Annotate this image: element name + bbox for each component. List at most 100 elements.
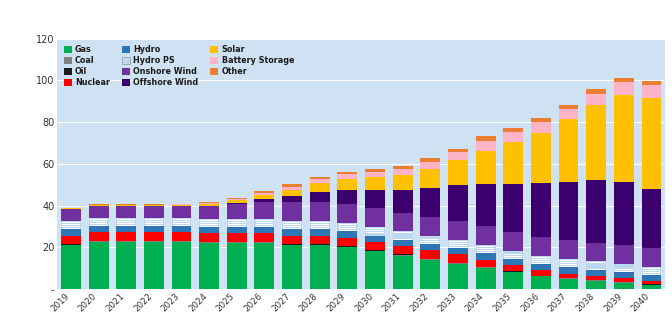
Bar [61, 236, 81, 244]
Bar [116, 205, 136, 206]
Bar [558, 278, 579, 279]
Bar [503, 132, 523, 142]
Bar [61, 209, 81, 221]
Bar [144, 218, 164, 226]
Bar [227, 200, 247, 203]
Bar [337, 246, 358, 247]
Bar [227, 243, 247, 289]
Bar [421, 162, 440, 169]
Bar [365, 236, 385, 242]
Bar [531, 133, 551, 183]
Bar [586, 180, 606, 243]
Bar [227, 198, 247, 199]
Bar [448, 264, 468, 289]
Bar [255, 191, 274, 193]
Bar [61, 245, 81, 289]
Bar [448, 248, 468, 254]
Bar [255, 234, 274, 242]
Bar [421, 259, 440, 260]
Bar [365, 242, 385, 250]
Bar [255, 202, 274, 219]
Bar [476, 136, 495, 141]
Bar [337, 232, 358, 238]
Bar [171, 205, 192, 206]
Bar [310, 229, 330, 236]
Bar [255, 199, 274, 202]
Bar [421, 217, 440, 236]
Bar [558, 274, 579, 278]
Bar [227, 234, 247, 242]
Bar [503, 265, 523, 271]
Bar [255, 219, 274, 227]
Bar [171, 226, 192, 233]
Text: NYISO: FORECASTED CAPACITY MIX THROUGH 2040: NYISO: FORECASTED CAPACITY MIX THROUGH 2… [8, 12, 350, 25]
Bar [365, 169, 385, 172]
Bar [531, 270, 551, 276]
Bar [642, 275, 661, 281]
Bar [614, 263, 634, 272]
Bar [421, 169, 440, 187]
Bar [503, 232, 523, 251]
Bar [365, 177, 385, 190]
Bar [199, 234, 219, 242]
Bar [642, 85, 661, 98]
Bar [531, 276, 551, 277]
Bar [144, 204, 164, 205]
Bar [144, 242, 164, 289]
Bar [392, 190, 413, 213]
Bar [282, 202, 302, 221]
Bar [558, 119, 579, 182]
Bar [586, 89, 606, 93]
Bar [531, 256, 551, 264]
Bar [448, 263, 468, 264]
Bar [255, 227, 274, 234]
Bar [503, 142, 523, 184]
Bar [614, 182, 634, 245]
Bar [476, 151, 495, 184]
Bar [586, 243, 606, 261]
Bar [642, 248, 661, 267]
Bar [199, 204, 219, 206]
Bar [282, 190, 302, 196]
Bar [282, 184, 302, 186]
Bar [476, 141, 495, 151]
Bar [199, 227, 219, 234]
Bar [144, 233, 164, 241]
Bar [310, 202, 330, 221]
Bar [503, 271, 523, 272]
Bar [227, 227, 247, 234]
Bar [448, 152, 468, 161]
Bar [392, 256, 413, 289]
Bar [531, 277, 551, 289]
Bar [558, 267, 579, 274]
Bar [642, 285, 661, 289]
Bar [89, 241, 109, 242]
Bar [614, 245, 634, 263]
Bar [337, 238, 358, 246]
Bar [392, 213, 413, 232]
Bar [227, 203, 247, 204]
Bar [586, 261, 606, 270]
Bar [614, 82, 634, 94]
Bar [392, 240, 413, 246]
Bar [199, 202, 219, 203]
Bar [421, 260, 440, 289]
Bar [448, 161, 468, 185]
Bar [171, 204, 192, 205]
Bar [448, 254, 468, 263]
Bar [614, 94, 634, 182]
Bar [421, 158, 440, 162]
Bar [558, 182, 579, 240]
Bar [558, 279, 579, 289]
Bar [614, 272, 634, 278]
Bar [503, 272, 523, 289]
Legend: Gas, Coal, Oil, Nuclear, Hydro, Hydro PS, Onshore Wind, Offshore Wind, Solar, Ba: Gas, Coal, Oil, Nuclear, Hydro, Hydro PS… [61, 43, 296, 89]
Bar [144, 226, 164, 233]
Bar [310, 244, 330, 245]
Bar [337, 223, 358, 232]
Bar [61, 229, 81, 236]
Bar [116, 206, 136, 218]
Bar [116, 218, 136, 226]
Bar [421, 236, 440, 244]
Bar [365, 250, 385, 251]
